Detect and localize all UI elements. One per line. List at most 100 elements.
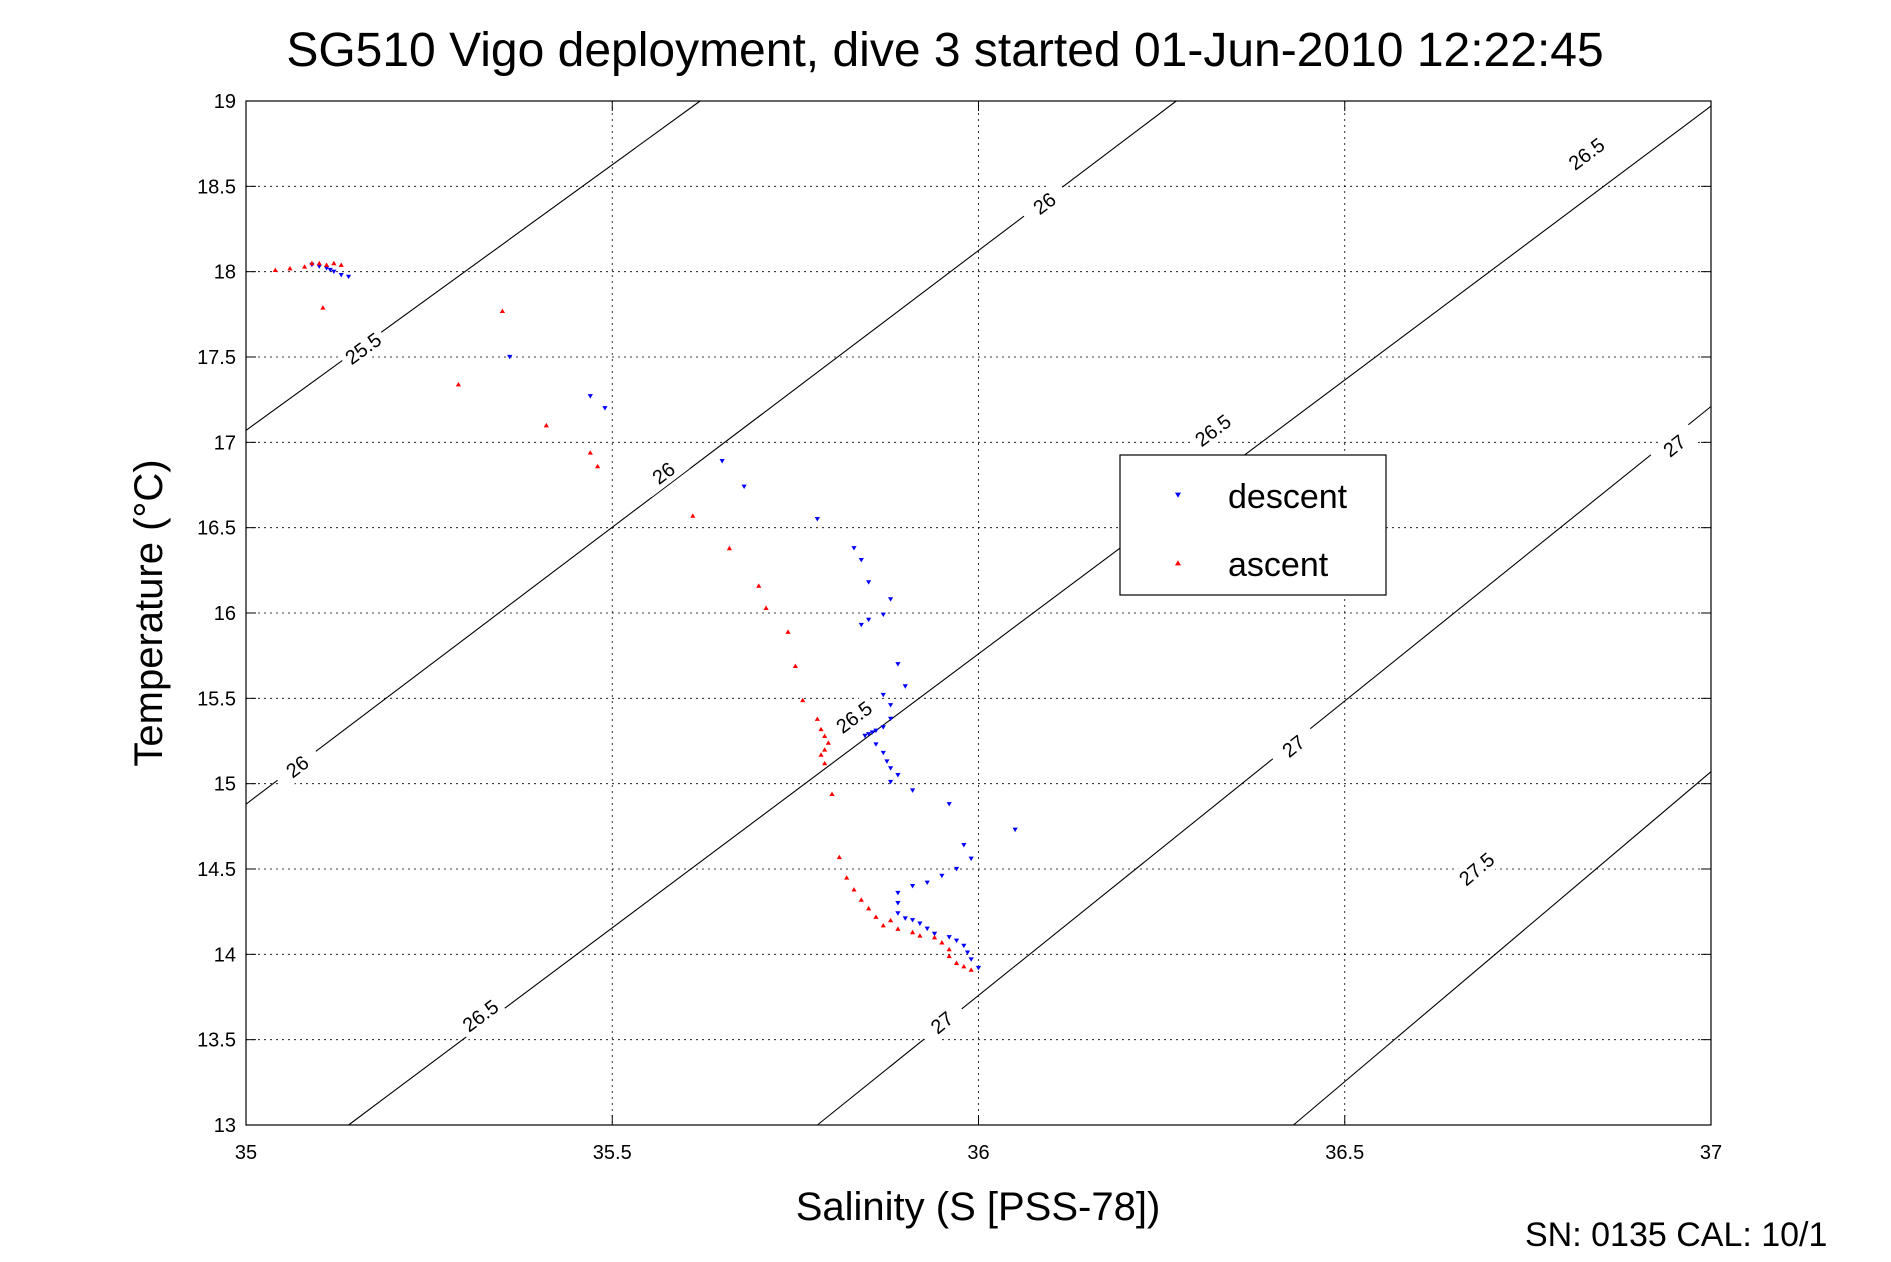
descent-point bbox=[953, 938, 960, 944]
descent-point bbox=[961, 843, 967, 848]
ascent-point bbox=[844, 875, 850, 880]
descent-point bbox=[866, 580, 872, 585]
descent-point bbox=[858, 558, 864, 563]
descent-point bbox=[902, 684, 908, 689]
density-contour-line bbox=[1293, 771, 1712, 1126]
descent-point bbox=[858, 622, 864, 628]
ascent-point bbox=[822, 733, 828, 738]
ascent-point bbox=[756, 583, 762, 588]
density-contour-line bbox=[817, 406, 1712, 1126]
descent-point bbox=[924, 926, 930, 932]
series-ascent bbox=[272, 260, 974, 972]
contour-label-gap bbox=[270, 742, 324, 791]
legend: descent ascent bbox=[1119, 454, 1387, 596]
legend-label-descent: descent bbox=[1228, 478, 1348, 516]
y-tick-label: 18 bbox=[214, 262, 236, 284]
ascent-point bbox=[814, 716, 820, 721]
ascent-point bbox=[825, 740, 831, 745]
data-points bbox=[272, 260, 1018, 972]
contour-label-gap bbox=[637, 449, 690, 498]
descent-point bbox=[931, 931, 938, 937]
legend-box bbox=[1119, 454, 1387, 596]
descent-point bbox=[869, 730, 875, 735]
descent-point bbox=[338, 273, 344, 278]
ascent-point bbox=[880, 922, 886, 928]
descent-point bbox=[741, 484, 747, 490]
y-tick-label: 15.5 bbox=[197, 688, 236, 710]
descent-point bbox=[946, 935, 952, 940]
y-tick-label: 14.5 bbox=[197, 859, 236, 881]
descent-point bbox=[939, 873, 945, 879]
descent-point bbox=[968, 856, 974, 862]
ascent-point bbox=[309, 260, 315, 266]
ascent-point bbox=[822, 760, 828, 766]
ascent-point bbox=[595, 463, 601, 469]
legend-label-ascent: ascent bbox=[1228, 546, 1329, 584]
ascent-point bbox=[690, 513, 696, 518]
y-tick-label: 17 bbox=[214, 432, 236, 454]
ascent-point bbox=[272, 267, 278, 273]
descent-point bbox=[814, 517, 820, 522]
legend-marker-ascent bbox=[1175, 560, 1181, 566]
ascent-point bbox=[726, 545, 733, 551]
descent-point bbox=[964, 950, 971, 955]
y-tick-label: 17.5 bbox=[197, 347, 236, 369]
descent-point bbox=[719, 459, 725, 464]
descent-point bbox=[917, 921, 923, 926]
descent-point bbox=[888, 766, 894, 771]
descent-point bbox=[316, 264, 322, 269]
descent-point bbox=[888, 597, 894, 602]
descent-point bbox=[888, 703, 894, 708]
ascent-point bbox=[888, 917, 894, 923]
descent-point bbox=[345, 274, 352, 280]
descent-point bbox=[909, 883, 916, 889]
ascent-point bbox=[909, 929, 916, 935]
contour-label-gap bbox=[1186, 406, 1240, 455]
y-axis-label: Temperature (°C) bbox=[127, 459, 171, 766]
descent-point bbox=[323, 266, 330, 271]
x-tick-label: 35 bbox=[235, 1142, 257, 1164]
ascent-point bbox=[338, 262, 344, 267]
ascent-point bbox=[968, 967, 974, 972]
ascent-point bbox=[818, 752, 824, 757]
ascent-point bbox=[320, 305, 326, 310]
ascent-point bbox=[895, 926, 901, 931]
ascent-point bbox=[287, 265, 293, 271]
descent-point bbox=[866, 732, 872, 737]
descent-point bbox=[327, 267, 333, 273]
descent-point bbox=[888, 716, 894, 722]
ascent-point bbox=[961, 963, 967, 969]
descent-point bbox=[895, 890, 901, 896]
descent-point bbox=[946, 802, 952, 807]
ascent-point bbox=[917, 933, 923, 938]
descent-point bbox=[880, 750, 886, 756]
density-contour-line bbox=[245, 100, 1177, 805]
ascent-point bbox=[587, 450, 593, 455]
contour-label-gap bbox=[1267, 721, 1320, 771]
descent-point bbox=[895, 911, 901, 916]
contour-label-gap bbox=[1450, 844, 1503, 894]
ascent-point bbox=[818, 726, 824, 732]
contour-label-gap bbox=[453, 991, 507, 1040]
y-tick-label: 13 bbox=[214, 1115, 236, 1137]
descent-point bbox=[602, 406, 608, 411]
ascent-point bbox=[499, 308, 505, 313]
ascent-point bbox=[829, 791, 835, 796]
descent-point bbox=[961, 943, 967, 949]
descent-point bbox=[902, 916, 908, 921]
y-tick-label: 14 bbox=[214, 944, 236, 966]
descent-point bbox=[851, 546, 857, 551]
contour-label-gap bbox=[915, 998, 969, 1047]
descent-point bbox=[888, 779, 894, 785]
serial-calibration-note: SN: 0135 CAL: 10/1 bbox=[1525, 1216, 1827, 1254]
ascent-point bbox=[953, 960, 960, 965]
contour-label-gap bbox=[1018, 179, 1071, 228]
ascent-point bbox=[851, 887, 857, 892]
ascent-point bbox=[763, 605, 769, 610]
descent-point bbox=[924, 880, 930, 885]
y-tick-label: 19 bbox=[214, 91, 236, 113]
descent-point bbox=[880, 725, 886, 730]
x-axis-label: Salinity (S [PSS-78]) bbox=[796, 1185, 1161, 1229]
x-tick-label: 36.5 bbox=[1325, 1142, 1364, 1164]
descent-point bbox=[909, 788, 916, 793]
